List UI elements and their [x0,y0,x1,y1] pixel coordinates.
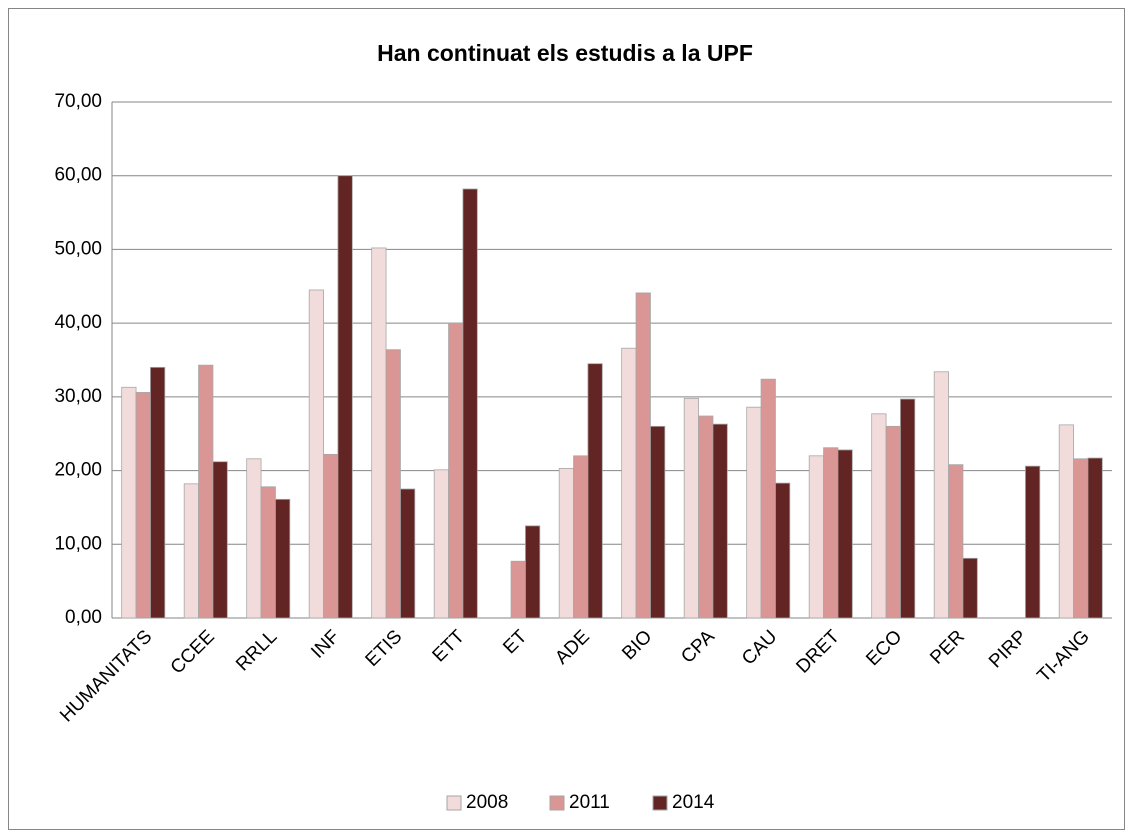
bar [885,425,901,619]
y-tick-label: 20,00 [54,460,102,481]
bar [587,363,603,619]
bar [121,386,137,619]
bar [433,469,449,619]
bar [746,406,762,619]
bar [246,458,262,619]
bar [260,486,276,619]
bar [871,413,887,619]
y-tick-label: 60,00 [54,165,102,186]
bar [212,461,228,619]
bar [808,455,824,619]
bar [962,557,978,619]
bar [712,423,728,619]
chart-title: Han continuat els estudis a la UPF [377,40,753,66]
legend-swatch [446,795,462,811]
bar [948,464,964,619]
bar [760,378,776,619]
y-tick-label: 10,00 [54,533,102,554]
bar [900,398,916,619]
bar [635,292,651,619]
bar [1073,458,1089,619]
bar [183,483,199,619]
bar [198,364,214,619]
bar [621,347,637,619]
bar [775,482,791,619]
chart-frame [8,8,1125,830]
bar [371,247,387,619]
bar [573,455,589,619]
bar [448,322,464,619]
bar [510,560,526,619]
y-tick-label: 70,00 [54,91,102,112]
legend-label: 2008 [466,792,508,813]
legend-swatch [652,795,668,811]
bar [525,525,541,619]
y-tick-label: 40,00 [54,312,102,333]
bar [400,488,416,619]
bar [1025,465,1041,619]
bar [275,498,291,619]
bar [698,415,714,619]
y-tick-label: 0,00 [65,607,102,628]
bar [650,425,666,619]
y-tick-label: 50,00 [54,238,102,259]
bar [933,371,949,619]
bar [323,453,339,619]
y-tick-label: 30,00 [54,386,102,407]
bar [683,397,699,619]
bar [135,392,151,619]
bar [462,188,478,619]
bar [823,447,839,619]
bar [837,449,853,619]
bar [558,467,574,619]
legend-label: 2014 [672,792,715,813]
bar [308,289,324,619]
legend-swatch [549,795,565,811]
bar [150,366,166,619]
bar [385,349,401,619]
bar [337,175,353,619]
bar [1058,424,1074,619]
legend-label: 2011 [569,792,610,813]
bar [1087,457,1103,619]
